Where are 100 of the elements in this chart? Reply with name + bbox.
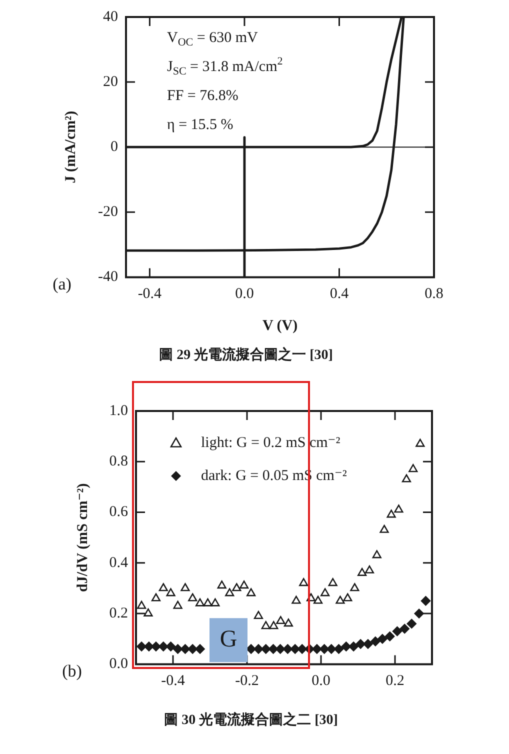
y-tick-label: 0 <box>110 139 118 156</box>
point <box>137 600 146 609</box>
point <box>195 644 205 654</box>
point <box>217 580 226 589</box>
y-axis-title: J (mA/cm²) <box>62 110 79 184</box>
point <box>370 636 380 646</box>
point <box>151 593 161 602</box>
point <box>320 588 330 596</box>
point <box>386 510 396 518</box>
legend-label: light: G = 0.2 mS cm⁻² <box>201 434 341 451</box>
point <box>334 644 344 654</box>
point <box>173 600 182 609</box>
point <box>195 598 205 606</box>
point <box>416 438 425 447</box>
point <box>406 618 416 629</box>
point <box>297 644 307 654</box>
point <box>290 644 300 654</box>
point <box>268 644 278 654</box>
point <box>392 626 402 636</box>
point <box>144 642 154 652</box>
point <box>261 644 271 654</box>
point <box>420 596 431 606</box>
point <box>341 642 352 652</box>
x-axis-title: V (V) <box>262 318 298 334</box>
point <box>402 474 412 482</box>
point <box>210 598 220 606</box>
text: 圖 29 光電流擬合圖之一 [30] <box>159 346 333 364</box>
point <box>269 621 278 630</box>
point <box>254 644 264 654</box>
point <box>336 596 345 604</box>
point <box>282 644 293 654</box>
x-tick-label: 0.0 <box>312 673 330 690</box>
y-tick-label: 0.4 <box>109 554 128 571</box>
annotation: η = 15.5 % <box>167 116 234 133</box>
x-tick-label: 0.4 <box>330 286 350 302</box>
point <box>292 596 301 604</box>
point <box>275 644 286 654</box>
x-tick-label: 0.0 <box>235 286 254 302</box>
point <box>394 504 404 513</box>
y-tick-label: 0.0 <box>109 656 128 672</box>
point <box>414 608 424 618</box>
point <box>239 580 249 589</box>
point <box>166 642 176 652</box>
point <box>284 618 293 627</box>
point <box>180 644 190 654</box>
point <box>326 644 336 654</box>
point <box>188 593 198 602</box>
point <box>180 583 190 592</box>
point <box>232 583 242 592</box>
y-tick-label: 0.2 <box>109 605 128 622</box>
y-tick-label: -40 <box>98 269 118 286</box>
point <box>348 642 358 652</box>
x-tick-label: -0.4 <box>161 673 186 690</box>
point <box>136 642 146 652</box>
point <box>246 588 256 596</box>
point <box>158 583 168 592</box>
text: 圖 30 光電流擬合圖之二 [30] <box>164 711 338 728</box>
y-tick-label: 0.8 <box>109 454 128 470</box>
point <box>380 524 389 533</box>
point <box>328 578 338 586</box>
point <box>246 644 256 654</box>
point <box>158 642 168 652</box>
x-tick-label: 0.8 <box>424 286 444 302</box>
point <box>378 634 388 644</box>
point <box>312 644 322 654</box>
y-tick-label: 1.0 <box>109 402 128 419</box>
annotation: G <box>220 626 238 652</box>
point <box>363 639 373 649</box>
point <box>188 644 198 654</box>
point <box>384 632 395 642</box>
y-tick-label: 40 <box>103 8 118 25</box>
point <box>203 598 212 606</box>
x-tick-label: -0.4 <box>138 286 162 302</box>
point <box>172 644 183 654</box>
point <box>144 608 153 616</box>
x-tick-label: 0.2 <box>386 673 404 690</box>
annotation: FF = 76.8% <box>167 88 238 104</box>
point <box>319 644 330 654</box>
point <box>356 639 366 649</box>
point <box>254 610 264 619</box>
point <box>313 596 323 604</box>
point <box>299 578 308 586</box>
text: (a) <box>52 274 72 294</box>
point <box>261 621 270 630</box>
point <box>364 565 374 574</box>
text: (b) <box>62 662 82 681</box>
point <box>358 568 367 576</box>
point <box>343 593 352 602</box>
point <box>350 583 360 592</box>
point <box>400 624 410 634</box>
point <box>408 464 418 472</box>
x-tick-label: -0.2 <box>235 673 259 690</box>
point <box>372 550 382 558</box>
y-tick-label: -20 <box>98 204 118 220</box>
y-tick-label: 0.6 <box>109 504 128 520</box>
point <box>151 642 161 652</box>
point <box>166 588 176 596</box>
y-tick-label: 20 <box>103 74 118 90</box>
y-axis-title: dJ/dV (mS cm⁻²) <box>74 483 91 592</box>
point <box>276 616 286 624</box>
